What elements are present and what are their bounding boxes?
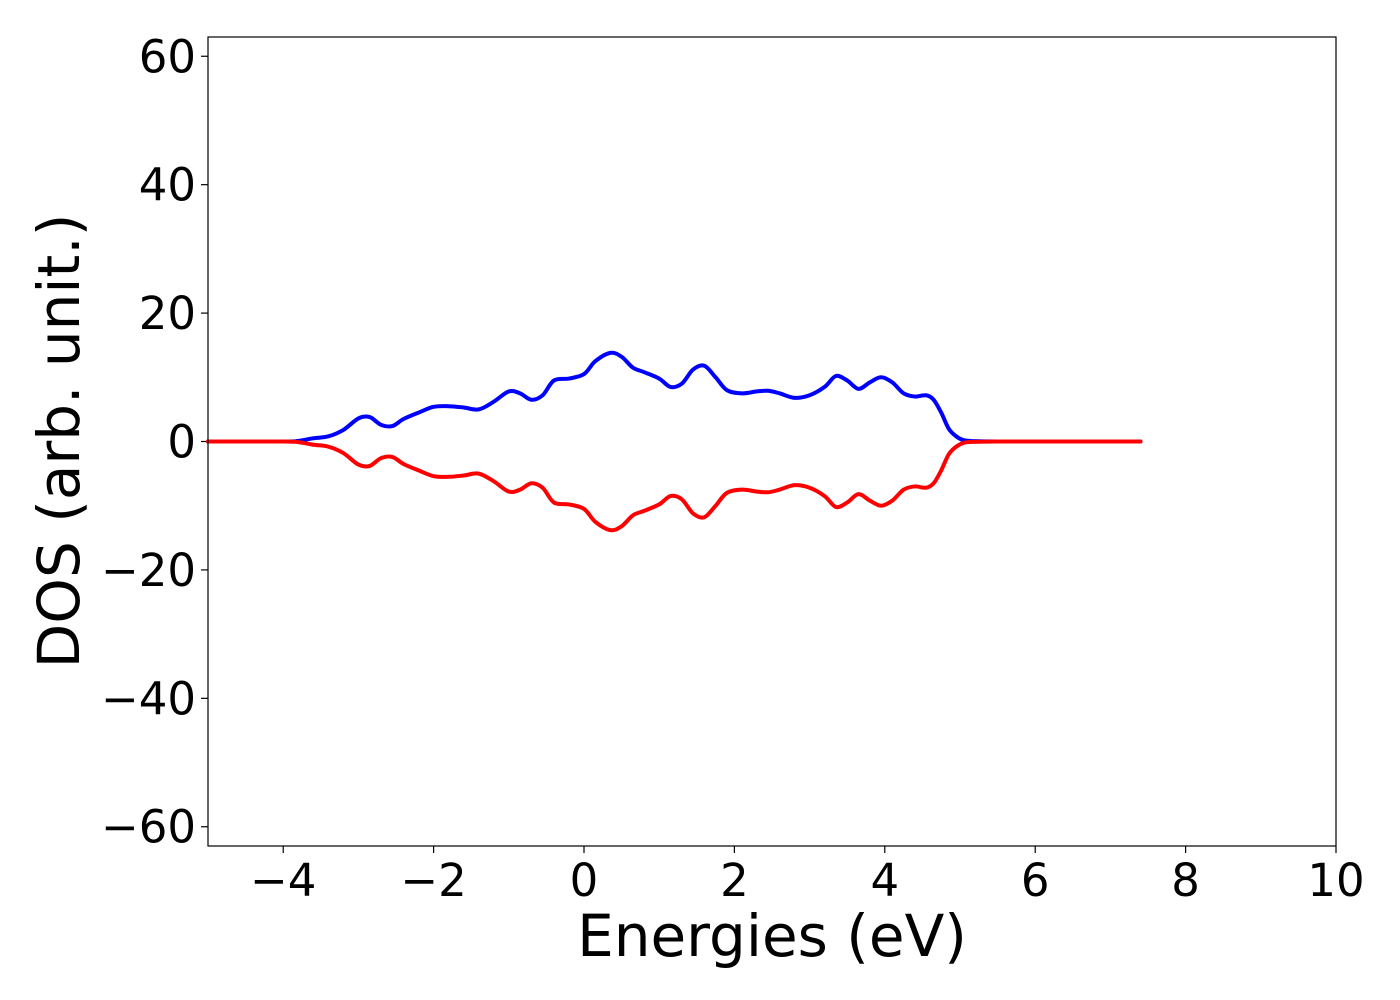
x-tick-label: 2 bbox=[720, 854, 749, 907]
x-tick-label: 10 bbox=[1307, 854, 1364, 907]
y-axis-label: DOS (arb. unit.) bbox=[25, 214, 93, 669]
x-tick-label: 8 bbox=[1171, 854, 1200, 907]
spin-up-line bbox=[206, 350, 1143, 444]
y-tick-label: 60 bbox=[139, 30, 196, 83]
series-layer bbox=[206, 350, 1143, 533]
x-tick-label: 4 bbox=[870, 854, 899, 907]
spin-down-line bbox=[206, 439, 1143, 533]
x-tick-label: 6 bbox=[1021, 854, 1050, 907]
y-tick-label: −60 bbox=[101, 801, 196, 854]
plot-frame bbox=[207, 36, 1337, 847]
x-tick-label: −2 bbox=[400, 854, 466, 907]
y-tick-label: 0 bbox=[167, 416, 196, 469]
x-axis-label: Energies (eV) bbox=[577, 902, 967, 970]
y-tick-label: 20 bbox=[139, 287, 196, 340]
x-tick-label: −4 bbox=[250, 854, 316, 907]
y-tick-label: −40 bbox=[101, 672, 196, 725]
y-tick-label: −20 bbox=[101, 544, 196, 597]
x-tick-label: 0 bbox=[570, 854, 599, 907]
y-tick-label: 40 bbox=[139, 159, 196, 212]
